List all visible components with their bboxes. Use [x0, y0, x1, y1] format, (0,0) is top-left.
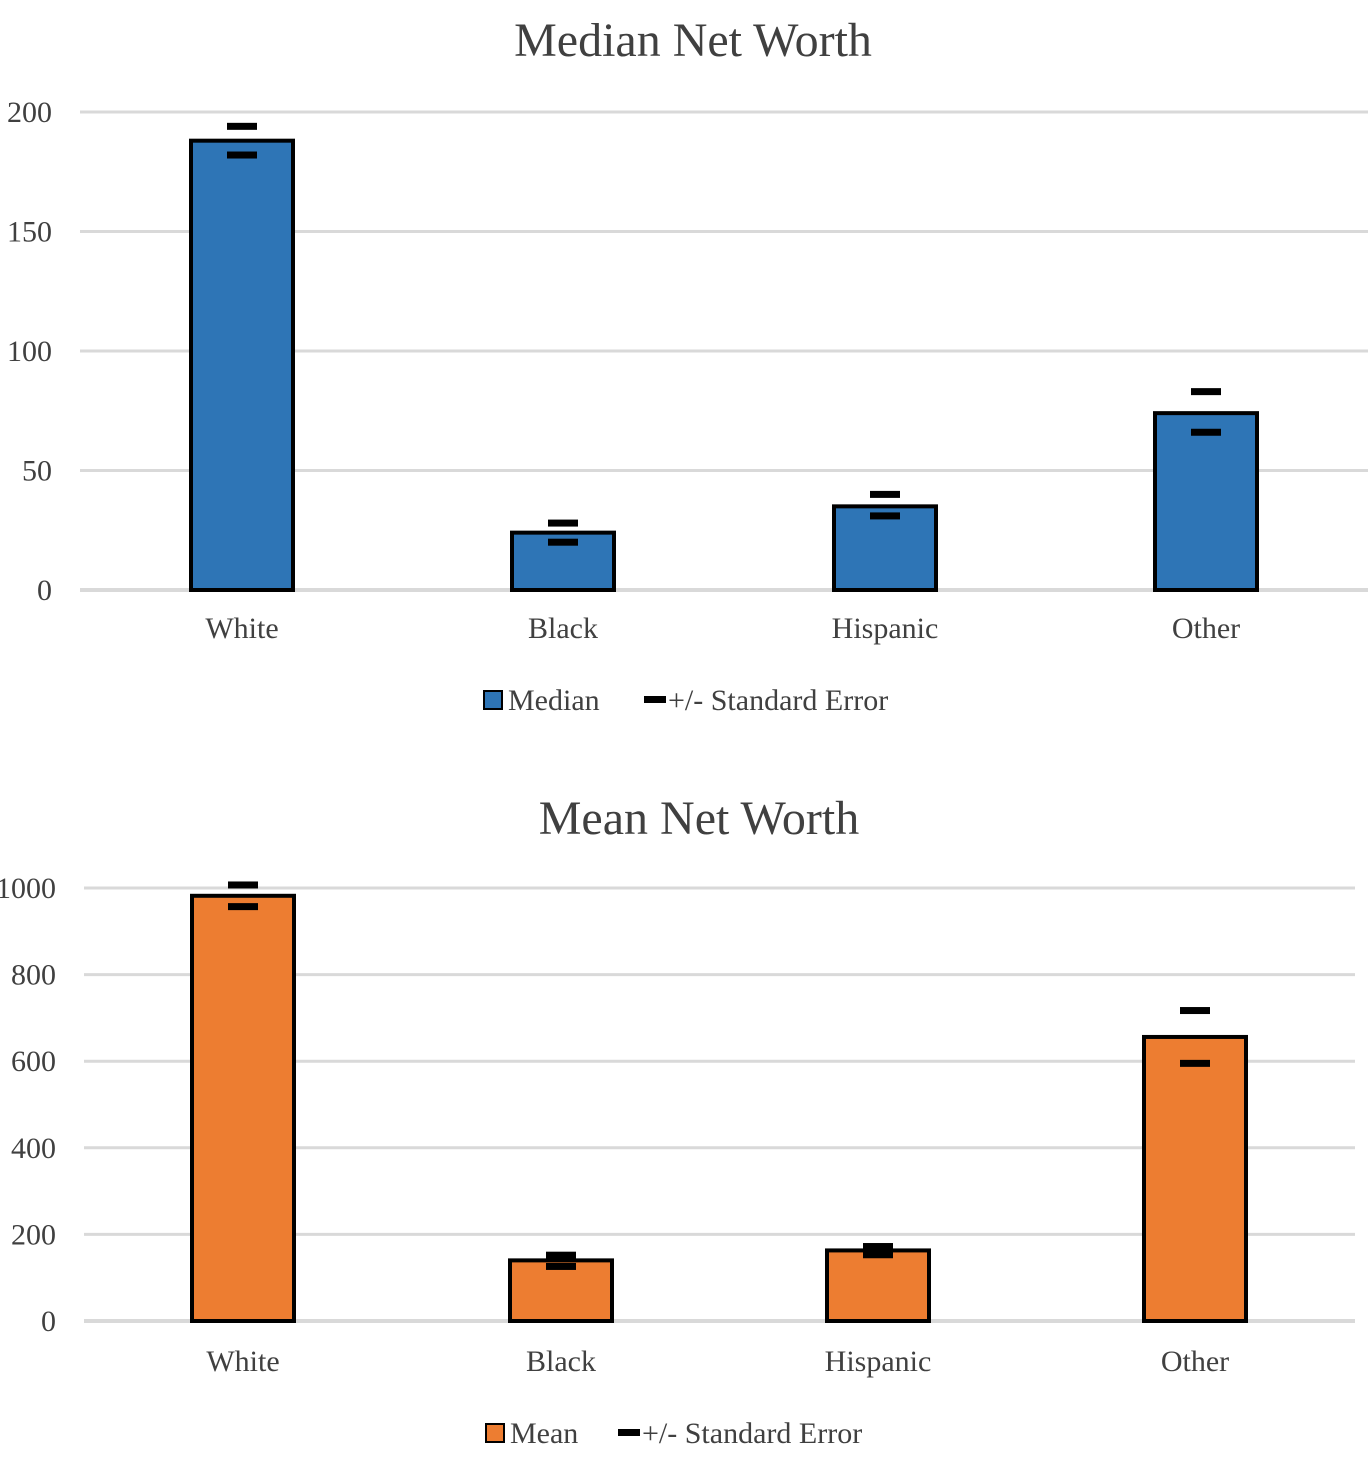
error-bar-upper: [1191, 388, 1221, 396]
error-bar-lower: [227, 151, 257, 159]
error-bar-upper: [228, 881, 258, 889]
error-bar-upper: [548, 519, 578, 527]
error-bar-lower: [1180, 1059, 1210, 1067]
chart-title: Median Net Worth: [514, 14, 872, 67]
chart-panel-1: Median Net Worth 0 50 100 150 200 White Black Hi…: [7, 14, 1368, 717]
bar-white: [189, 138, 295, 592]
y-tick-label: 200: [11, 1218, 56, 1251]
error-bar-lower: [1191, 428, 1221, 436]
y-tick-label: 1000: [0, 872, 56, 905]
chart-title: Mean Net Worth: [539, 792, 860, 845]
y-tick-label: 100: [7, 335, 52, 368]
x-category-label: Hispanic: [832, 612, 939, 645]
error-bar-lower: [548, 538, 578, 546]
y-tick-label: 0: [37, 574, 52, 607]
x-category-label: Black: [526, 1345, 596, 1378]
y-tick-label: 400: [11, 1132, 56, 1165]
legend-label-error: +/- Standard Error: [668, 684, 888, 717]
bar-black: [508, 1258, 614, 1324]
bar-hispanic: [832, 504, 938, 593]
error-bar-upper: [1180, 1007, 1210, 1015]
y-tick-label: 0: [41, 1305, 56, 1338]
x-category-label: Other: [1161, 1345, 1229, 1378]
error-bar-lower: [546, 1262, 576, 1270]
y-tick-label: 600: [11, 1045, 56, 1078]
bar-other: [1142, 1034, 1248, 1324]
error-bar-upper: [863, 1243, 893, 1251]
error-bar-upper: [546, 1251, 576, 1259]
x-category-label: Other: [1172, 612, 1240, 645]
legend-swatch-series: [485, 1423, 505, 1443]
y-tick-label: 150: [7, 216, 52, 249]
x-category-label: White: [205, 612, 278, 645]
bar-white: [190, 893, 296, 1323]
y-tick-label: 200: [7, 96, 52, 129]
x-category-label: Black: [528, 612, 598, 645]
error-bar-upper: [870, 490, 900, 498]
legend-swatch-error: [644, 696, 666, 703]
legend-label-series: Median: [508, 684, 600, 717]
bar-hispanic: [825, 1248, 931, 1324]
error-bar-upper: [227, 122, 257, 130]
bar-other: [1153, 411, 1259, 593]
legend-label-error: +/- Standard Error: [642, 1417, 862, 1450]
legend-swatch-series: [483, 690, 503, 710]
legend-label-series: Mean: [510, 1417, 578, 1450]
x-category-label: White: [206, 1345, 279, 1378]
legend-swatch-error: [618, 1429, 640, 1436]
y-tick-label: 50: [22, 455, 52, 488]
chart-panel-2: Mean Net Worth 0 200 400 600 800 1000 White Blac…: [0, 792, 1355, 1450]
y-tick-label: 800: [11, 959, 56, 992]
error-bar-lower: [228, 903, 258, 911]
x-category-label: Hispanic: [825, 1345, 932, 1378]
error-bar-lower: [870, 512, 900, 520]
error-bar-lower: [863, 1251, 893, 1259]
